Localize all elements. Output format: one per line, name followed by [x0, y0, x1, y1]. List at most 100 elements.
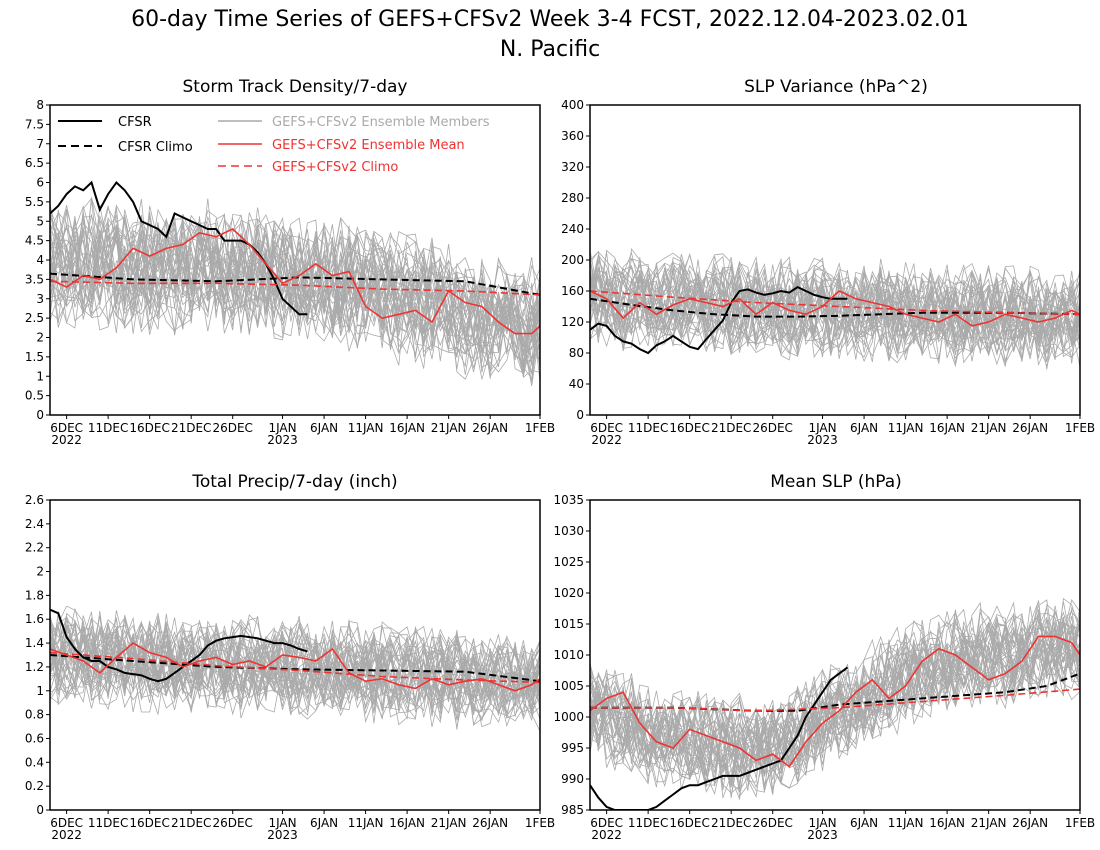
y-tick-label: 0.8	[25, 708, 44, 722]
x-tick-label: 1FEB	[525, 421, 555, 435]
series-gefs-cfsv2-climo-total-precip	[50, 651, 540, 684]
plot-frame-slp-variance	[589, 104, 1081, 416]
y-tick-label: 2.5	[25, 311, 44, 325]
legend-label-climo: GEFS+CFSv2 Climo	[272, 160, 398, 175]
x-tick-label: 21JAN	[431, 816, 467, 830]
y-tick-label: 5.5	[25, 195, 44, 209]
series-cfsr-climo-slp-variance	[590, 297, 1080, 318]
series-gefs-cfsv2-ensemble-mean-storm-track	[50, 228, 540, 335]
ensemble-member-line	[590, 605, 1080, 766]
y-tick-label: 280	[561, 191, 584, 205]
y-tick-label: 0.2	[25, 779, 44, 793]
x-tick-label: 1FEB	[1065, 421, 1095, 435]
ensemble-member-line	[590, 623, 1080, 798]
y-tick-label: 0	[576, 408, 584, 422]
series-cfsr-climo-storm-track	[50, 272, 540, 296]
series-cfsr-mean-slp	[590, 666, 849, 810]
y-tick-label: 1.6	[25, 612, 44, 626]
x-tick-label: 16JAN	[929, 421, 965, 435]
series-cfsr-total-precip	[50, 608, 308, 683]
ensemble-member-line	[50, 623, 540, 717]
x-tick-label: 21JAN	[971, 816, 1007, 830]
y-tick-label: 360	[561, 129, 584, 143]
y-tick-label: 4.5	[25, 234, 44, 248]
x-tick-label: 11DEC	[88, 421, 128, 435]
x-tick-label: 11JAN	[348, 421, 384, 435]
y-tick-label: 3	[36, 292, 44, 306]
legend: CFSR CFSR Climo GEFS+CFSv2 Ensemble Memb…	[58, 115, 490, 175]
x-tick-label: 6DEC	[50, 421, 83, 435]
x-tick-label: 1FEB	[525, 816, 555, 830]
y-tick-label: 1.2	[25, 660, 44, 674]
y-tick-label: 120	[561, 315, 584, 329]
figure-region: N. Pacific	[500, 37, 600, 62]
x-tick-label: 1JAN	[268, 816, 296, 830]
x-tick-label: 6DEC	[50, 816, 83, 830]
y-tick-label: 1.8	[25, 588, 44, 602]
y-tick-label: 0.4	[25, 755, 44, 769]
ensemble-member-line	[590, 625, 1080, 791]
ensemble-member-line	[50, 611, 540, 705]
y-tick-label: 6.5	[25, 156, 44, 170]
x-tick-year-label: 2023	[807, 433, 838, 447]
x-tick-year-label: 2022	[591, 828, 622, 842]
ensemble-member-line	[590, 639, 1080, 798]
y-tick-label: 1025	[553, 555, 584, 569]
y-tick-label: 1.4	[25, 636, 44, 650]
y-tick-label: 1.5	[25, 350, 44, 364]
ensemble-member-line	[50, 233, 540, 380]
x-tick-year-label: 2023	[267, 828, 298, 842]
y-tick-label: 0	[36, 408, 44, 422]
panel-slp-variance: SLP Variance (hPa^2) 0 40 80 120 160 200 240 28…	[561, 77, 1095, 447]
x-tick-label: 26JAN	[472, 816, 508, 830]
series-gefs-cfsv2-ensemble-mean-mean-slp	[590, 635, 1080, 768]
x-tick-label: 21DEC	[171, 816, 211, 830]
series-gefs-cfsv2-climo-slp-variance	[590, 290, 1080, 316]
x-tick-label: 16DEC	[129, 816, 169, 830]
y-tick-label: 2	[36, 331, 44, 345]
x-tick-label: 11DEC	[628, 421, 668, 435]
y-tick-label: 40	[569, 377, 584, 391]
x-tick-label: 21DEC	[711, 421, 751, 435]
x-tick-label: 26DEC	[752, 816, 792, 830]
x-tick-label: 11JAN	[888, 816, 924, 830]
x-tick-label: 1FEB	[1065, 816, 1095, 830]
y-tick-label: 1030	[553, 524, 584, 538]
ensemble-member-line	[50, 232, 540, 377]
ensemble-member-line	[590, 627, 1080, 790]
y-tick-label: 2.4	[25, 517, 44, 531]
series-cfsr-slp-variance	[590, 285, 848, 355]
ensemble-member-line	[590, 609, 1080, 776]
y-tick-label: 985	[561, 803, 584, 817]
panel-title-slp-variance: SLP Variance (hPa^2)	[744, 77, 928, 97]
x-tick-label: 6JAN	[850, 421, 878, 435]
y-tick-label: 995	[561, 741, 584, 755]
y-tick-label: 1015	[553, 617, 584, 631]
ensemble-member-line	[590, 620, 1080, 782]
ensemble-member-line	[590, 269, 1080, 358]
x-tick-label: 21DEC	[711, 816, 751, 830]
x-tick-label: 26DEC	[212, 421, 252, 435]
y-tick-label: 4	[36, 253, 44, 267]
x-tick-label: 11JAN	[348, 816, 384, 830]
y-tick-label: 1005	[553, 679, 584, 693]
x-tick-label: 6DEC	[590, 816, 623, 830]
y-tick-label: 1035	[553, 493, 584, 507]
x-tick-label: 21JAN	[431, 421, 467, 435]
x-tick-label: 11JAN	[888, 421, 924, 435]
ensemble-member-line	[50, 211, 540, 344]
y-tick-label: 0.6	[25, 731, 44, 745]
x-tick-label: 6JAN	[310, 816, 338, 830]
legend-label-cfsr: CFSR	[118, 115, 152, 130]
ensemble-member-line	[50, 228, 540, 374]
series-gefs-cfsv2-ensemble-mean-total-precip	[50, 642, 540, 692]
x-tick-label: 26JAN	[472, 421, 508, 435]
ensemble-member-line	[590, 622, 1080, 776]
ensemble-member-line	[590, 276, 1080, 365]
panel-title-storm-track: Storm Track Density/7-day	[183, 77, 408, 97]
y-tick-label: 5	[36, 214, 44, 228]
y-tick-label: 7.5	[25, 117, 44, 131]
ensemble-member-line	[590, 262, 1080, 346]
y-tick-label: 2	[36, 565, 44, 579]
x-tick-year-label: 2023	[807, 828, 838, 842]
